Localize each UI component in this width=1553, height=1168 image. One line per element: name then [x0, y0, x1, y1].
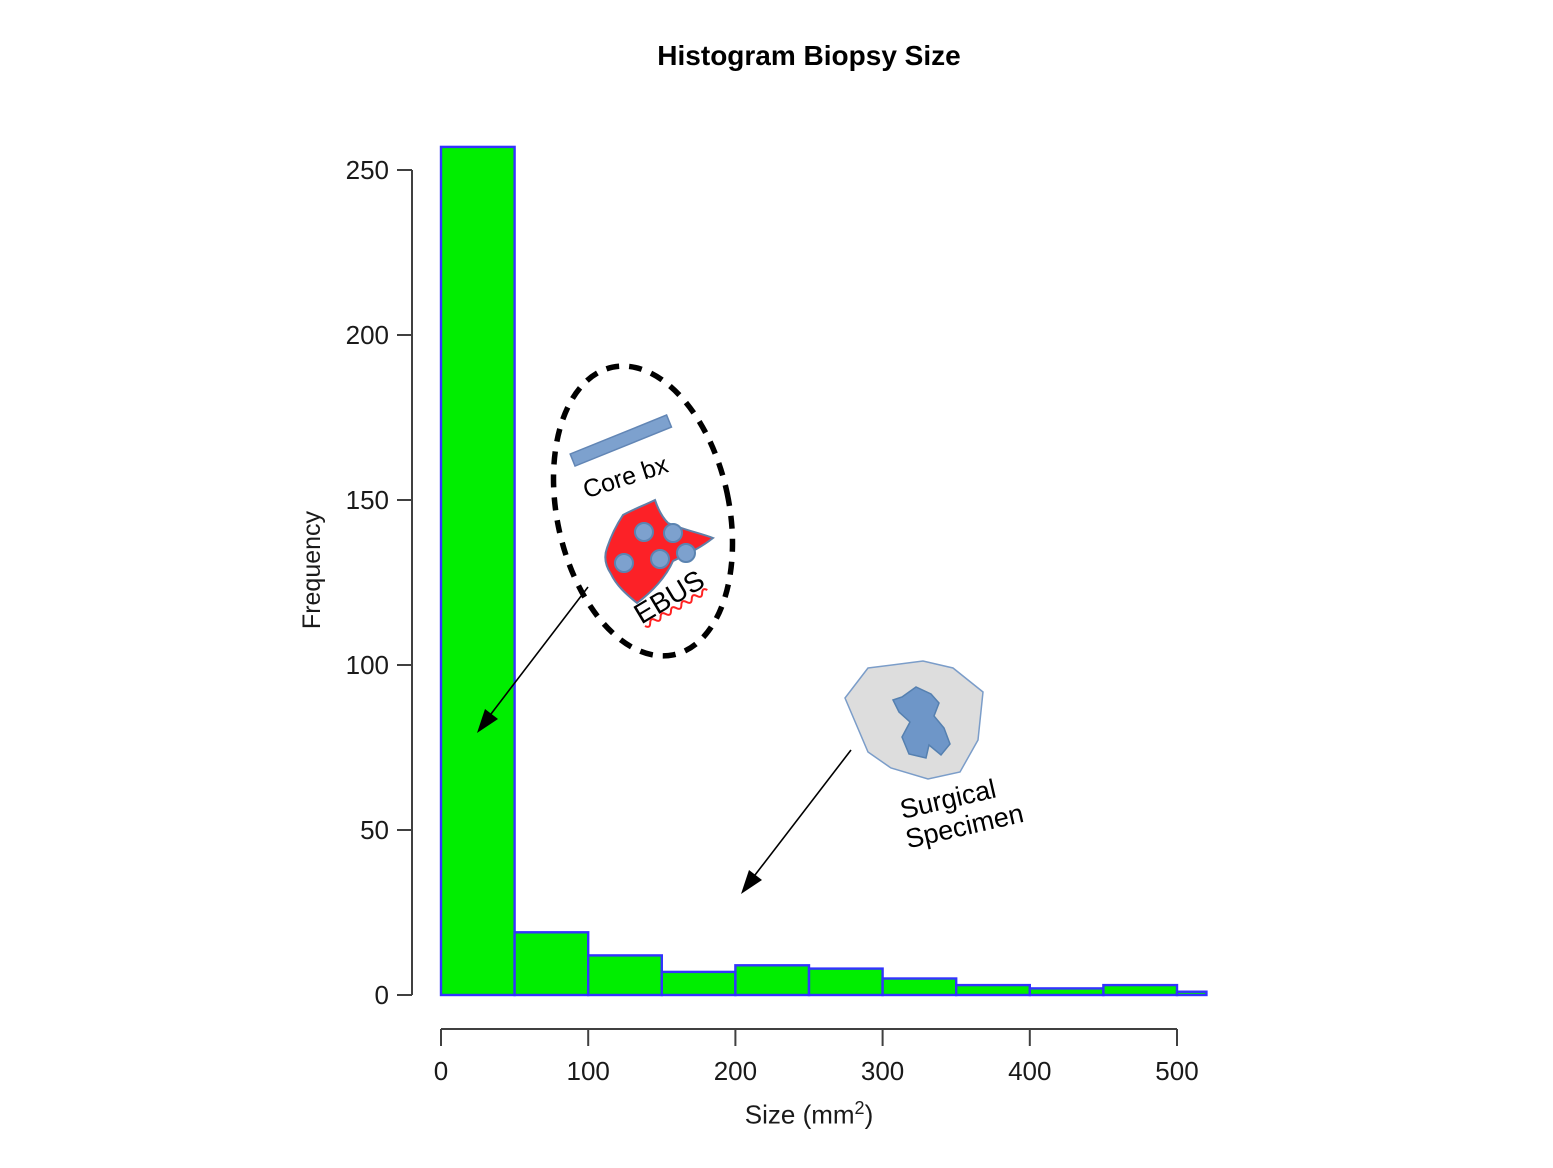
- histogram-bar: [955, 983, 1032, 997]
- bars-group: [439, 145, 1208, 997]
- ebus-cell: [650, 549, 670, 569]
- ebus-cell: [663, 523, 683, 543]
- arrow-to-first-bar-head: [477, 709, 498, 733]
- core-biopsy-rod-group: [569, 414, 673, 468]
- histogram-bar: [807, 967, 884, 997]
- histogram-bar: [1102, 983, 1179, 997]
- histogram-bar: [587, 954, 664, 997]
- x-tick-label: 500: [1155, 1056, 1198, 1086]
- histogram-bar: [1028, 987, 1105, 997]
- y-tick-label: 200: [346, 320, 389, 350]
- ebus-cell: [676, 543, 696, 563]
- histogram-bar: [513, 931, 590, 997]
- surgical-label-group: Surgical Specimen: [897, 774, 1026, 855]
- axes-group: 0 50 100 150 200 250 0 100 200 300 400 500: [346, 155, 1199, 1086]
- x-tick-label: 200: [714, 1056, 757, 1086]
- y-tick-label: 50: [360, 815, 389, 845]
- ebus-misspell-squiggle: [644, 588, 708, 628]
- core-biopsy-rod: [569, 414, 673, 468]
- x-tick-label: 400: [1008, 1056, 1051, 1086]
- dashed-ellipse-annotation: [550, 363, 736, 659]
- x-axis-label-suffix: ): [864, 1099, 874, 1130]
- x-axis-label-sup: 2: [854, 1098, 865, 1118]
- x-axis-label: Size (mm2): [441, 1098, 1177, 1131]
- histogram-bar: [439, 145, 516, 997]
- x-tick-label: 300: [861, 1056, 904, 1086]
- arrow-to-small-bars-head: [741, 870, 762, 894]
- ebus-squiggle-group: [644, 588, 708, 628]
- arrow-to-small-bars: [754, 749, 852, 876]
- surgical-specimen-inner-shape: [891, 686, 951, 759]
- y-tick-label: 150: [346, 485, 389, 515]
- ebus-cell: [614, 553, 634, 573]
- y-tick-label: 100: [346, 650, 389, 680]
- y-tick-label: 0: [375, 980, 389, 1010]
- histogram-bar: [734, 964, 811, 997]
- x-tick-label: 100: [567, 1056, 610, 1086]
- histogram-bar: [660, 970, 737, 997]
- y-tick-label: 250: [346, 155, 389, 185]
- small-biopsy-annotation-group: Core bx EBUS: [477, 363, 736, 733]
- x-tick-label: 0: [434, 1056, 448, 1086]
- arrow-to-first-bar: [490, 586, 589, 715]
- ebus-cell: [634, 522, 654, 542]
- chart-title: Histogram Biopsy Size: [657, 40, 961, 71]
- x-axis-label-prefix: Size (mm: [744, 1099, 855, 1130]
- histogram-bar: [1175, 990, 1208, 997]
- histogram-bar: [881, 977, 958, 997]
- surgical-specimen-annotation-group: Surgical Specimen: [741, 660, 1026, 894]
